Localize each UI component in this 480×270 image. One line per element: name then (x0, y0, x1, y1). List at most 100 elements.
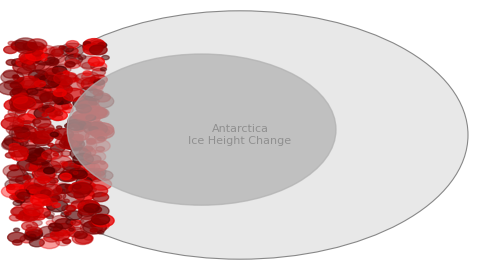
Circle shape (52, 194, 62, 200)
Circle shape (35, 84, 45, 90)
Ellipse shape (12, 11, 468, 259)
Circle shape (41, 184, 62, 195)
Circle shape (12, 87, 29, 96)
Circle shape (53, 89, 66, 96)
Circle shape (97, 124, 103, 127)
Circle shape (90, 178, 111, 190)
Circle shape (61, 162, 68, 166)
Circle shape (34, 170, 55, 181)
Circle shape (26, 225, 32, 228)
Circle shape (57, 85, 72, 94)
Circle shape (35, 127, 57, 139)
Circle shape (24, 184, 36, 191)
Circle shape (68, 115, 91, 128)
Circle shape (46, 198, 58, 205)
Circle shape (84, 163, 100, 172)
Circle shape (43, 200, 52, 205)
Circle shape (84, 150, 106, 163)
Circle shape (88, 205, 94, 208)
Circle shape (1, 140, 21, 150)
Circle shape (88, 80, 101, 87)
Circle shape (54, 94, 71, 103)
Circle shape (8, 232, 26, 242)
Circle shape (86, 115, 96, 120)
Circle shape (24, 232, 40, 241)
Circle shape (59, 94, 64, 97)
Circle shape (32, 46, 43, 53)
Circle shape (74, 125, 85, 131)
Circle shape (7, 170, 28, 181)
Circle shape (24, 179, 46, 191)
Circle shape (53, 64, 71, 74)
Circle shape (13, 125, 28, 133)
Circle shape (64, 138, 84, 150)
Circle shape (14, 86, 24, 92)
Circle shape (67, 119, 86, 130)
Circle shape (85, 155, 101, 164)
Circle shape (94, 79, 105, 85)
Circle shape (92, 41, 105, 48)
Circle shape (59, 46, 65, 49)
Circle shape (76, 127, 83, 131)
Circle shape (92, 214, 114, 227)
Circle shape (59, 138, 77, 149)
Circle shape (80, 222, 102, 234)
Circle shape (67, 227, 84, 237)
Circle shape (72, 183, 81, 188)
Circle shape (33, 136, 50, 146)
Circle shape (70, 148, 91, 160)
Circle shape (75, 135, 84, 139)
Circle shape (17, 159, 38, 171)
Circle shape (71, 201, 85, 208)
Circle shape (1, 71, 24, 84)
Circle shape (47, 205, 55, 210)
Circle shape (50, 227, 67, 236)
Circle shape (37, 75, 60, 88)
Circle shape (69, 143, 83, 151)
Circle shape (79, 185, 94, 194)
Circle shape (89, 127, 98, 132)
Circle shape (18, 78, 40, 90)
Circle shape (5, 153, 15, 158)
Circle shape (73, 78, 79, 81)
Circle shape (29, 234, 36, 238)
Circle shape (93, 193, 108, 202)
Circle shape (53, 188, 62, 194)
Circle shape (15, 126, 36, 138)
Circle shape (75, 73, 96, 85)
Circle shape (55, 111, 63, 116)
Circle shape (54, 72, 76, 85)
Circle shape (9, 146, 28, 157)
Circle shape (84, 122, 108, 136)
Circle shape (66, 170, 78, 177)
Circle shape (52, 76, 72, 87)
Circle shape (63, 191, 84, 203)
Circle shape (27, 43, 47, 55)
Circle shape (78, 112, 100, 124)
Circle shape (80, 217, 99, 227)
Circle shape (10, 96, 31, 109)
Circle shape (29, 132, 49, 143)
Circle shape (84, 42, 91, 46)
Circle shape (47, 195, 59, 202)
Circle shape (12, 93, 34, 105)
Circle shape (34, 107, 57, 120)
Circle shape (55, 183, 68, 190)
Circle shape (16, 198, 25, 203)
Circle shape (80, 112, 90, 117)
Circle shape (41, 58, 47, 61)
Circle shape (79, 98, 97, 108)
Circle shape (17, 78, 24, 81)
Circle shape (0, 82, 22, 95)
Circle shape (69, 168, 86, 177)
Circle shape (91, 62, 107, 71)
Circle shape (9, 143, 20, 150)
Circle shape (83, 44, 102, 55)
Circle shape (84, 204, 99, 212)
Circle shape (18, 114, 35, 124)
Circle shape (48, 80, 70, 93)
Circle shape (3, 70, 18, 78)
Circle shape (21, 55, 36, 63)
Circle shape (52, 115, 63, 121)
Circle shape (89, 220, 101, 226)
